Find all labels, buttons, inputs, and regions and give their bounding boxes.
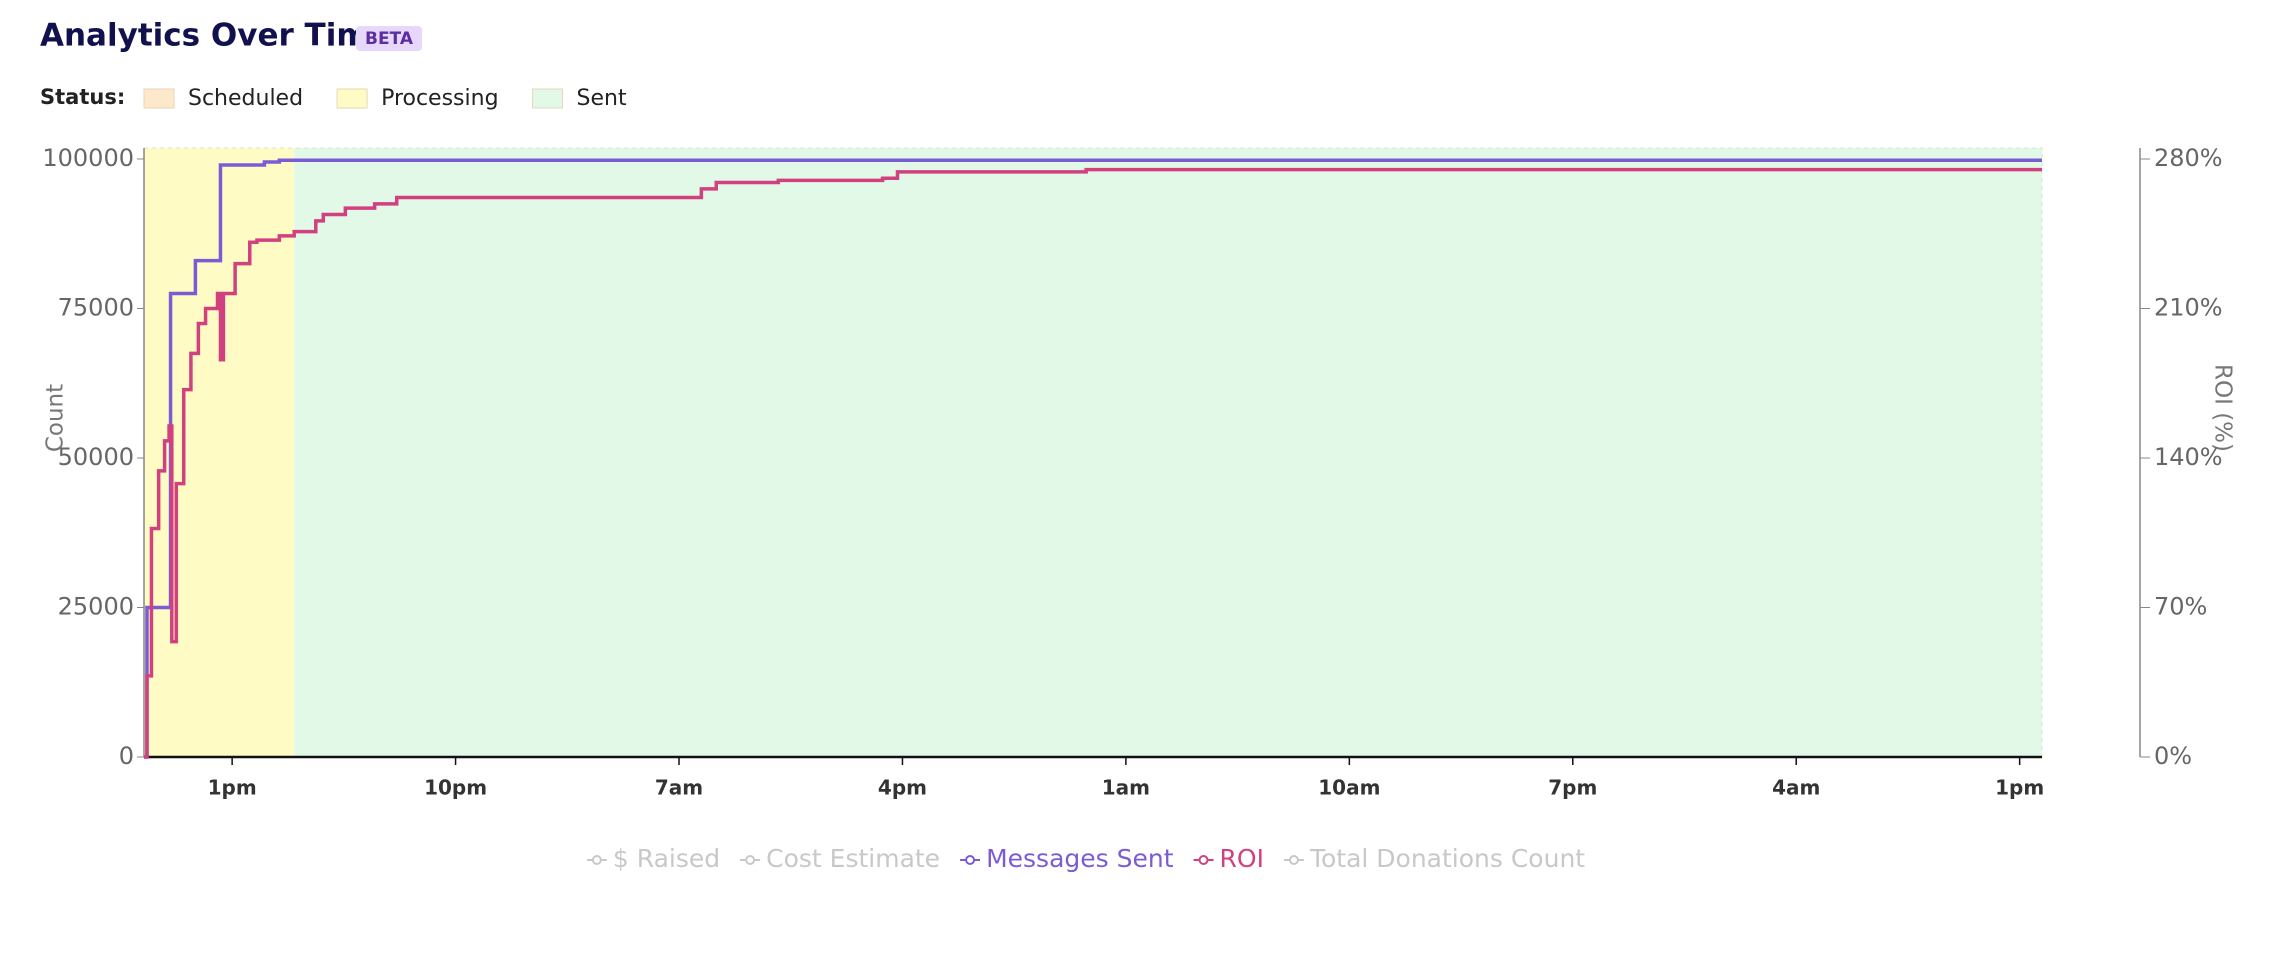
x-tick-label: 1pm [208, 776, 257, 800]
legend-icon-dot [1288, 855, 1299, 865]
x-tick-label: 1am [1102, 776, 1150, 800]
status-swatch [532, 88, 564, 109]
status-band [294, 148, 2043, 757]
y2-tick-label: 70% [2154, 593, 2207, 621]
status-swatch [143, 88, 175, 109]
status-swatch [336, 88, 368, 109]
chart-title: Analytics Over Time [40, 18, 390, 54]
x-tick-label: 7am [655, 776, 703, 800]
x-tick-label: 1pm [1995, 776, 2044, 800]
y-tick-label: 75000 [58, 294, 134, 322]
legend-label: $ Raised [613, 844, 720, 873]
badge: BETA [365, 29, 414, 49]
y-tick-label: 0 [119, 742, 134, 770]
y-axis-label: Count [43, 384, 69, 452]
status-legend-label: Processing [381, 86, 498, 111]
legend-label: ROI [1220, 844, 1264, 873]
y2-tick-label: 210% [2154, 294, 2223, 322]
y-tick-label: 100000 [42, 144, 134, 172]
legend-icon-dot [1198, 855, 1209, 865]
badge-bg [356, 26, 422, 51]
x-tick-label: 7pm [1548, 776, 1597, 800]
x-tick-label: 10pm [424, 776, 487, 800]
status-legend-label: Sent [577, 86, 627, 111]
y2-tick-label: 0% [2154, 742, 2192, 770]
series-legend: $ Raised Cost Estimate Messages Sent ROI Tot… [586, 844, 1585, 873]
y2-tick-label: 280% [2154, 144, 2223, 172]
legend-label: Total Donations Count [1309, 844, 1585, 873]
status-label: Status: [40, 85, 125, 109]
y-tick-label: 50000 [58, 443, 134, 471]
legend-label: Cost Estimate [766, 844, 940, 873]
x-tick-label: 4pm [878, 776, 927, 800]
legend-icon-dot [591, 855, 602, 865]
x-tick-label: 4am [1772, 776, 1820, 800]
legend-icon-dot [965, 855, 976, 865]
legend-icon-dot [745, 855, 756, 865]
legend-label: Messages Sent [986, 844, 1174, 873]
status-legend-label: Scheduled [188, 86, 303, 111]
x-tick-label: 10am [1318, 776, 1380, 800]
series-line [144, 167, 2042, 759]
y2-tick-label: 140% [2154, 443, 2223, 471]
y2-axis-label: ROI (%) [2210, 364, 2236, 452]
y-tick-label: 25000 [58, 593, 134, 621]
